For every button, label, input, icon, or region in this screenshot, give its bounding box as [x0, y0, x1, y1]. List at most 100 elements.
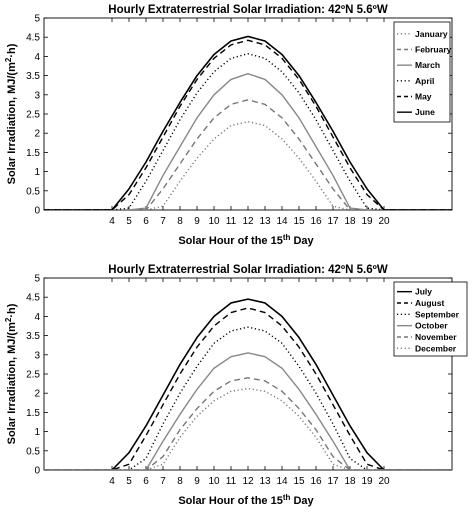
- y-tick-label: 0.5: [26, 446, 40, 457]
- y-axis-label: Solar Irradiation, MJ/(m2·h): [4, 43, 18, 184]
- x-tick-label: 5: [126, 216, 132, 227]
- x-tick-label: 9: [194, 476, 200, 487]
- plot-area: [43, 277, 453, 471]
- legend-label-march: March: [415, 60, 440, 70]
- y-tick-label: 3.5: [26, 71, 40, 82]
- x-tick-label: 15: [293, 476, 305, 487]
- y-tick-label: 3.5: [26, 331, 40, 342]
- x-tick-label: 13: [259, 476, 271, 487]
- y-tick-label: 2: [34, 129, 40, 140]
- y-tick-label: 4.5: [26, 293, 40, 304]
- x-axis-label: Solar Hour of the 15th Day: [178, 233, 314, 247]
- series-line-september: [44, 326, 452, 470]
- x-tick-label: 6: [143, 216, 149, 227]
- y-axis-label-main: Solar Irradiation, MJ/(m: [6, 322, 18, 444]
- y-tick-label: 3: [34, 350, 40, 361]
- y-tick-label: 4.5: [26, 33, 40, 44]
- y-axis-label-main: Solar Irradiation, MJ/(m: [6, 62, 18, 184]
- series-line-august: [44, 307, 452, 470]
- x-tick-label: 9: [194, 216, 200, 227]
- x-tick-label: 18: [344, 476, 356, 487]
- y-tick-label: 1: [34, 167, 40, 178]
- x-tick-label: 15: [293, 216, 305, 227]
- x-tick-label: 5: [126, 476, 132, 487]
- x-tick-label: 10: [208, 476, 220, 487]
- y-tick-label: 3: [34, 90, 40, 101]
- x-axis-label-end: Day: [290, 495, 314, 507]
- series-line-january: [44, 120, 452, 210]
- series-line-december: [44, 387, 452, 470]
- legend-label-september: September: [415, 309, 460, 319]
- x-axis-label-main: Solar Hour of the 15: [178, 495, 283, 507]
- legend-label-november: November: [415, 332, 457, 342]
- x-axis-label-sup: th: [283, 493, 291, 502]
- chart-panel-2: Hourly Extraterrestrial Solar Irradiatio…: [4, 264, 468, 507]
- x-axis-label: Solar Hour of the 15th Day: [178, 493, 314, 507]
- series-line-june: [44, 35, 452, 210]
- x-tick-label: 4: [109, 216, 115, 227]
- y-tick-label: 2: [34, 389, 40, 400]
- x-tick-label: 11: [226, 216, 237, 227]
- x-tick-label: 7: [160, 476, 166, 487]
- legend-label-october: October: [415, 321, 448, 331]
- legend: January February March April May June: [393, 21, 452, 123]
- chart-panel-1: Hourly Extraterrestrial Solar Irradiatio…: [4, 4, 453, 247]
- y-tick-label: 0: [34, 466, 40, 477]
- legend-label-july: July: [415, 287, 432, 297]
- y-tick-label: 1.5: [26, 148, 40, 159]
- x-tick-label: 11: [226, 476, 237, 487]
- series-line-october: [44, 352, 452, 470]
- legend-label-january: January: [415, 29, 448, 39]
- chart-title: Hourly Extraterrestrial Solar Irradiatio…: [108, 4, 388, 16]
- x-tick-label: 4: [109, 476, 115, 487]
- y-tick-label: 5: [34, 14, 40, 25]
- x-tick-label: 8: [177, 216, 183, 227]
- x-tick-label: 20: [378, 216, 390, 227]
- chart-title: Hourly Extraterrestrial Solar Irradiatio…: [108, 264, 388, 276]
- legend-label-april: April: [415, 76, 434, 86]
- y-tick-label: 4: [34, 52, 40, 63]
- x-tick-label: 12: [242, 476, 254, 487]
- series-line-november: [44, 377, 452, 470]
- legend-label-december: December: [415, 343, 457, 353]
- x-axis-label-sup: th: [283, 233, 291, 242]
- legend-label-august: August: [415, 298, 444, 308]
- y-axis-label: Solar Irradiation, MJ/(m2·h): [4, 303, 18, 444]
- y-axis-label-sup: 2: [4, 57, 13, 62]
- x-tick-label: 10: [208, 216, 220, 227]
- legend-box: [393, 281, 468, 357]
- y-tick-label: 2.5: [26, 370, 40, 381]
- legend-label-february: February: [415, 45, 452, 55]
- x-axis-label-end: Day: [290, 235, 314, 247]
- series-line-april: [44, 53, 452, 210]
- x-tick-label: 16: [310, 216, 322, 227]
- y-tick-label: 0: [34, 206, 40, 217]
- series-line-march: [44, 72, 452, 210]
- y-tick-label: 1.5: [26, 408, 40, 419]
- x-tick-label: 12: [242, 216, 254, 227]
- plot-area: [43, 17, 453, 211]
- x-tick-label: 17: [327, 476, 339, 487]
- x-tick-label: 19: [361, 216, 373, 227]
- y-axis-label-sup: 2: [4, 317, 13, 322]
- y-tick-label: 0.5: [26, 186, 40, 197]
- x-tick-label: 20: [378, 476, 390, 487]
- x-tick-label: 19: [361, 476, 373, 487]
- y-tick-label: 5: [34, 274, 40, 285]
- x-tick-label: 14: [276, 216, 288, 227]
- x-axis-label-main: Solar Hour of the 15: [178, 235, 283, 247]
- x-tick-label: 14: [276, 476, 288, 487]
- x-tick-label: 17: [327, 216, 339, 227]
- y-tick-label: 4: [34, 312, 40, 323]
- y-tick-label: 1: [34, 427, 40, 438]
- legend-box: [393, 21, 451, 123]
- x-tick-label: 16: [310, 476, 322, 487]
- x-tick-label: 13: [259, 216, 271, 227]
- series-line-february: [44, 99, 452, 210]
- x-tick-label: 8: [177, 476, 183, 487]
- x-tick-label: 6: [143, 476, 149, 487]
- y-tick-label: 2.5: [26, 110, 40, 121]
